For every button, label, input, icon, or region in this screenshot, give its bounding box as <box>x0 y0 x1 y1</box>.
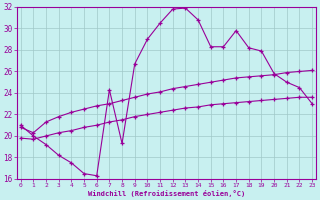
X-axis label: Windchill (Refroidissement éolien,°C): Windchill (Refroidissement éolien,°C) <box>88 190 245 197</box>
